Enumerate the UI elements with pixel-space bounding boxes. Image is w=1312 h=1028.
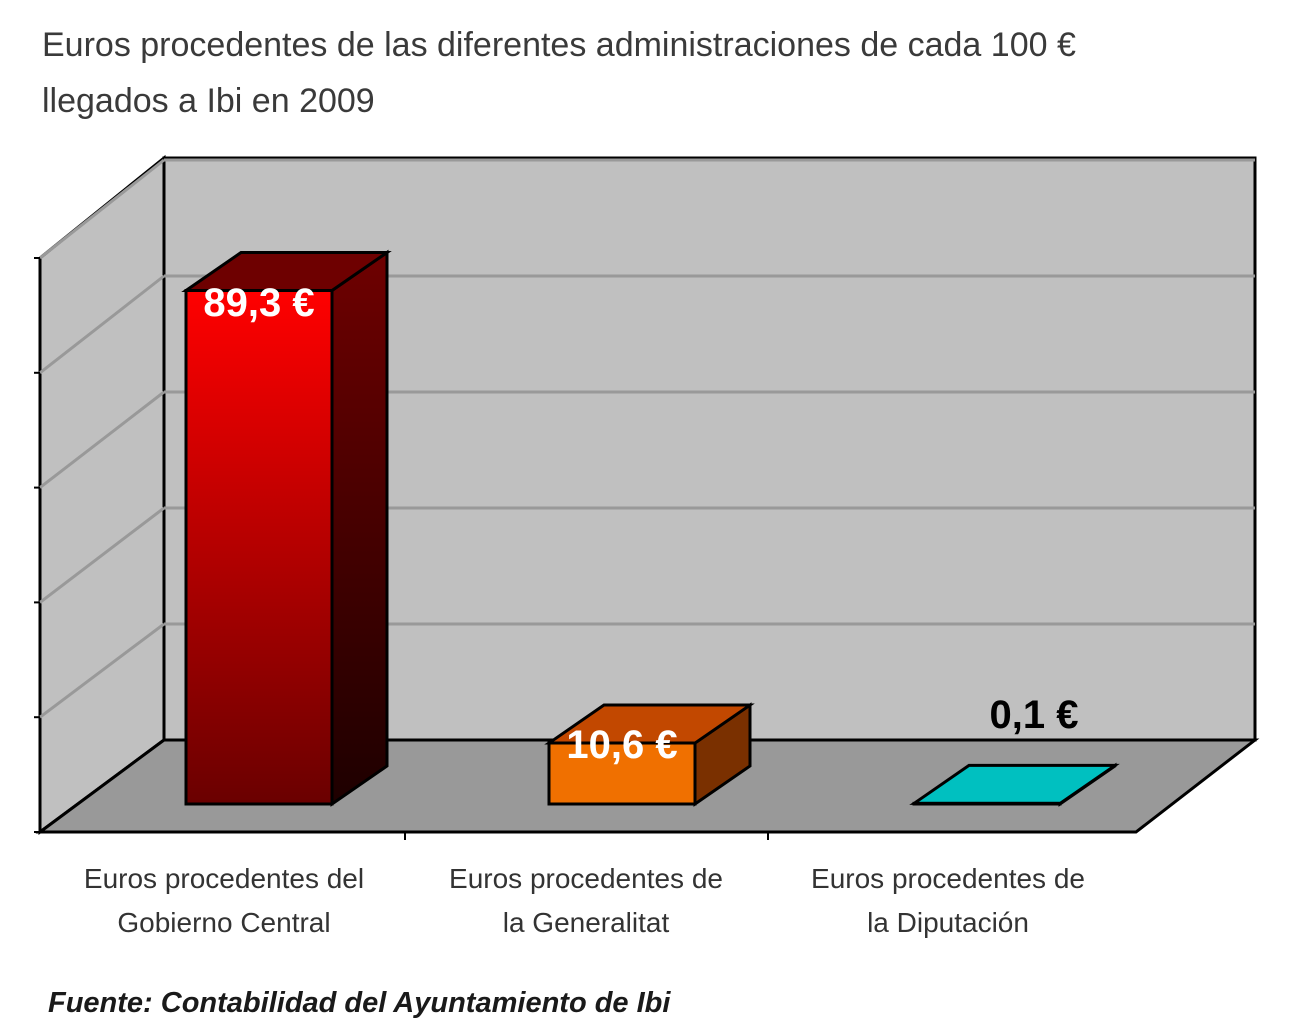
bar-side-face	[330, 249, 389, 807]
bar-generalitat	[544, 702, 755, 807]
bar-front-face	[912, 801, 1062, 806]
y-axis-ticks	[34, 257, 40, 833]
gridline-side	[39, 274, 165, 374]
value-label-generalitat: 10,6 €	[566, 723, 677, 767]
source-note: Fuente: Contabilidad del Ayuntamiento de…	[48, 987, 671, 1019]
bar-gobierno-central	[181, 249, 392, 807]
chart-title-line-1: Euros procedentes de las diferentes admi…	[42, 26, 1076, 64]
category-label-diputacion-line-1: Euros procedentes de	[811, 863, 1085, 894]
gridline-side	[39, 506, 165, 604]
category-label-generalitat-line-2: la Generalitat	[503, 907, 670, 938]
category-label-diputacion-line-2: la Diputación	[867, 907, 1029, 938]
chart-title-line-2: llegados a Ibi en 2009	[42, 82, 375, 120]
bar-front-face	[547, 741, 697, 806]
category-label-gobierno-central-line-2: Gobierno Central	[117, 907, 330, 938]
plot-side-wall	[38, 154, 166, 835]
value-label-gobierno-central: 89,3 €	[203, 281, 314, 325]
category-label-generalitat-line-1: Euros procedentes de	[449, 863, 723, 894]
gridline-side	[39, 622, 165, 719]
gridline-side	[39, 158, 165, 260]
bar-diputacion	[909, 762, 1120, 807]
value-label-diputacion: 0,1 €	[990, 693, 1079, 737]
bar-front-face	[184, 289, 334, 806]
gridline-side	[39, 390, 165, 489]
category-label-gobierno-central-line-1: Euros procedentes del	[84, 863, 364, 894]
